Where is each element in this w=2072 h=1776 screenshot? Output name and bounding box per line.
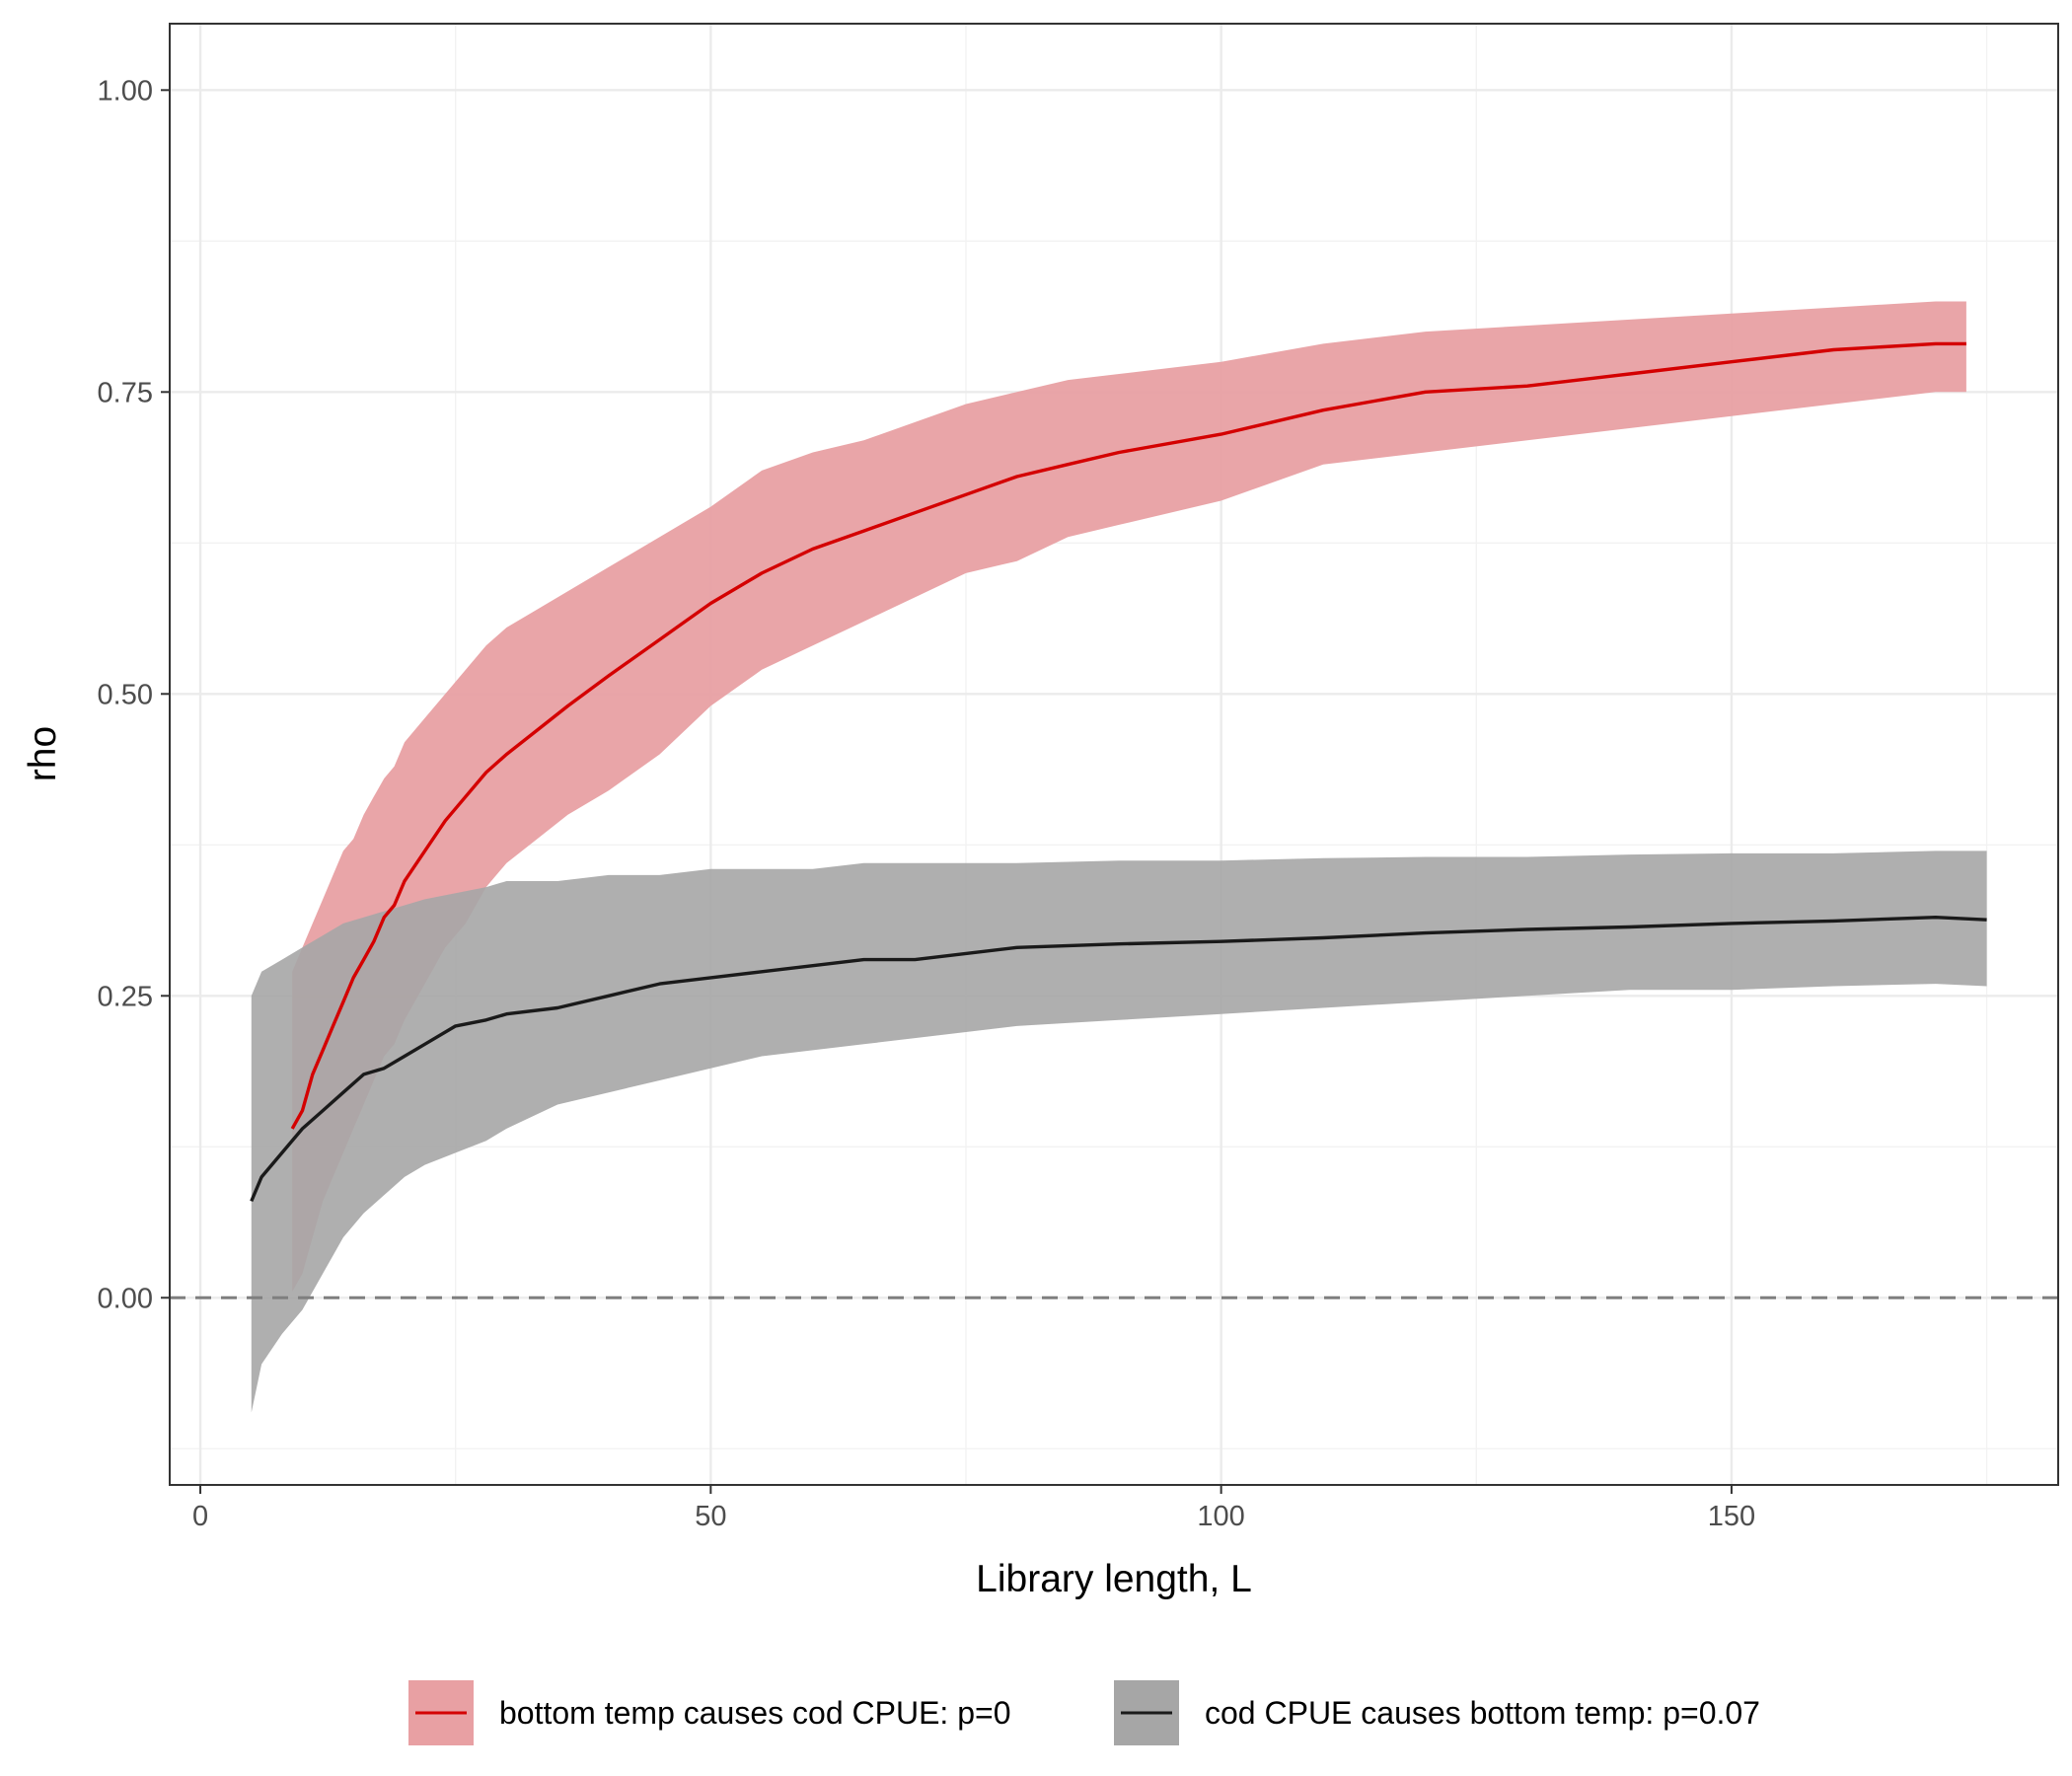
x-axis-title: Library length, L <box>976 1558 1252 1600</box>
minor-gridlines <box>170 24 2058 1485</box>
y-tick-label: 0.75 <box>98 377 153 408</box>
legend-item-1: cod CPUE causes bottom temp: p=0.07 <box>1114 1680 1760 1745</box>
x-tick-label: 0 <box>192 1501 208 1532</box>
legend-label-1: cod CPUE causes bottom temp: p=0.07 <box>1205 1695 1760 1731</box>
legend: bottom temp causes cod CPUE: p=0 cod CPU… <box>408 1680 1760 1745</box>
y-axis-title: rho <box>22 726 64 781</box>
y-tick-label: 1.00 <box>98 75 153 107</box>
confidence-bands <box>251 301 1987 1413</box>
series-0-line <box>290 341 1966 1130</box>
series-1-band <box>251 851 1987 1413</box>
series-lines <box>250 341 1987 1203</box>
legend-item-0: bottom temp causes cod CPUE: p=0 <box>408 1680 1010 1745</box>
x-tick-label: 50 <box>695 1501 726 1532</box>
y-tick-label: 0.00 <box>98 1283 153 1314</box>
x-tick-label: 100 <box>1197 1501 1244 1532</box>
y-axis-ticks: 0.00 0.25 0.50 0.75 1.00 <box>98 75 170 1314</box>
x-axis-ticks: 0 50 100 150 <box>192 1485 1755 1532</box>
y-tick-label: 0.25 <box>98 981 153 1012</box>
x-tick-label: 150 <box>1708 1501 1755 1532</box>
series-0-band <box>292 301 1966 1293</box>
plot-panel-border <box>169 23 2059 1486</box>
legend-label-0: bottom temp causes cod CPUE: p=0 <box>499 1695 1010 1731</box>
series-1-line <box>250 916 1987 1203</box>
y-tick-label: 0.50 <box>98 679 153 710</box>
